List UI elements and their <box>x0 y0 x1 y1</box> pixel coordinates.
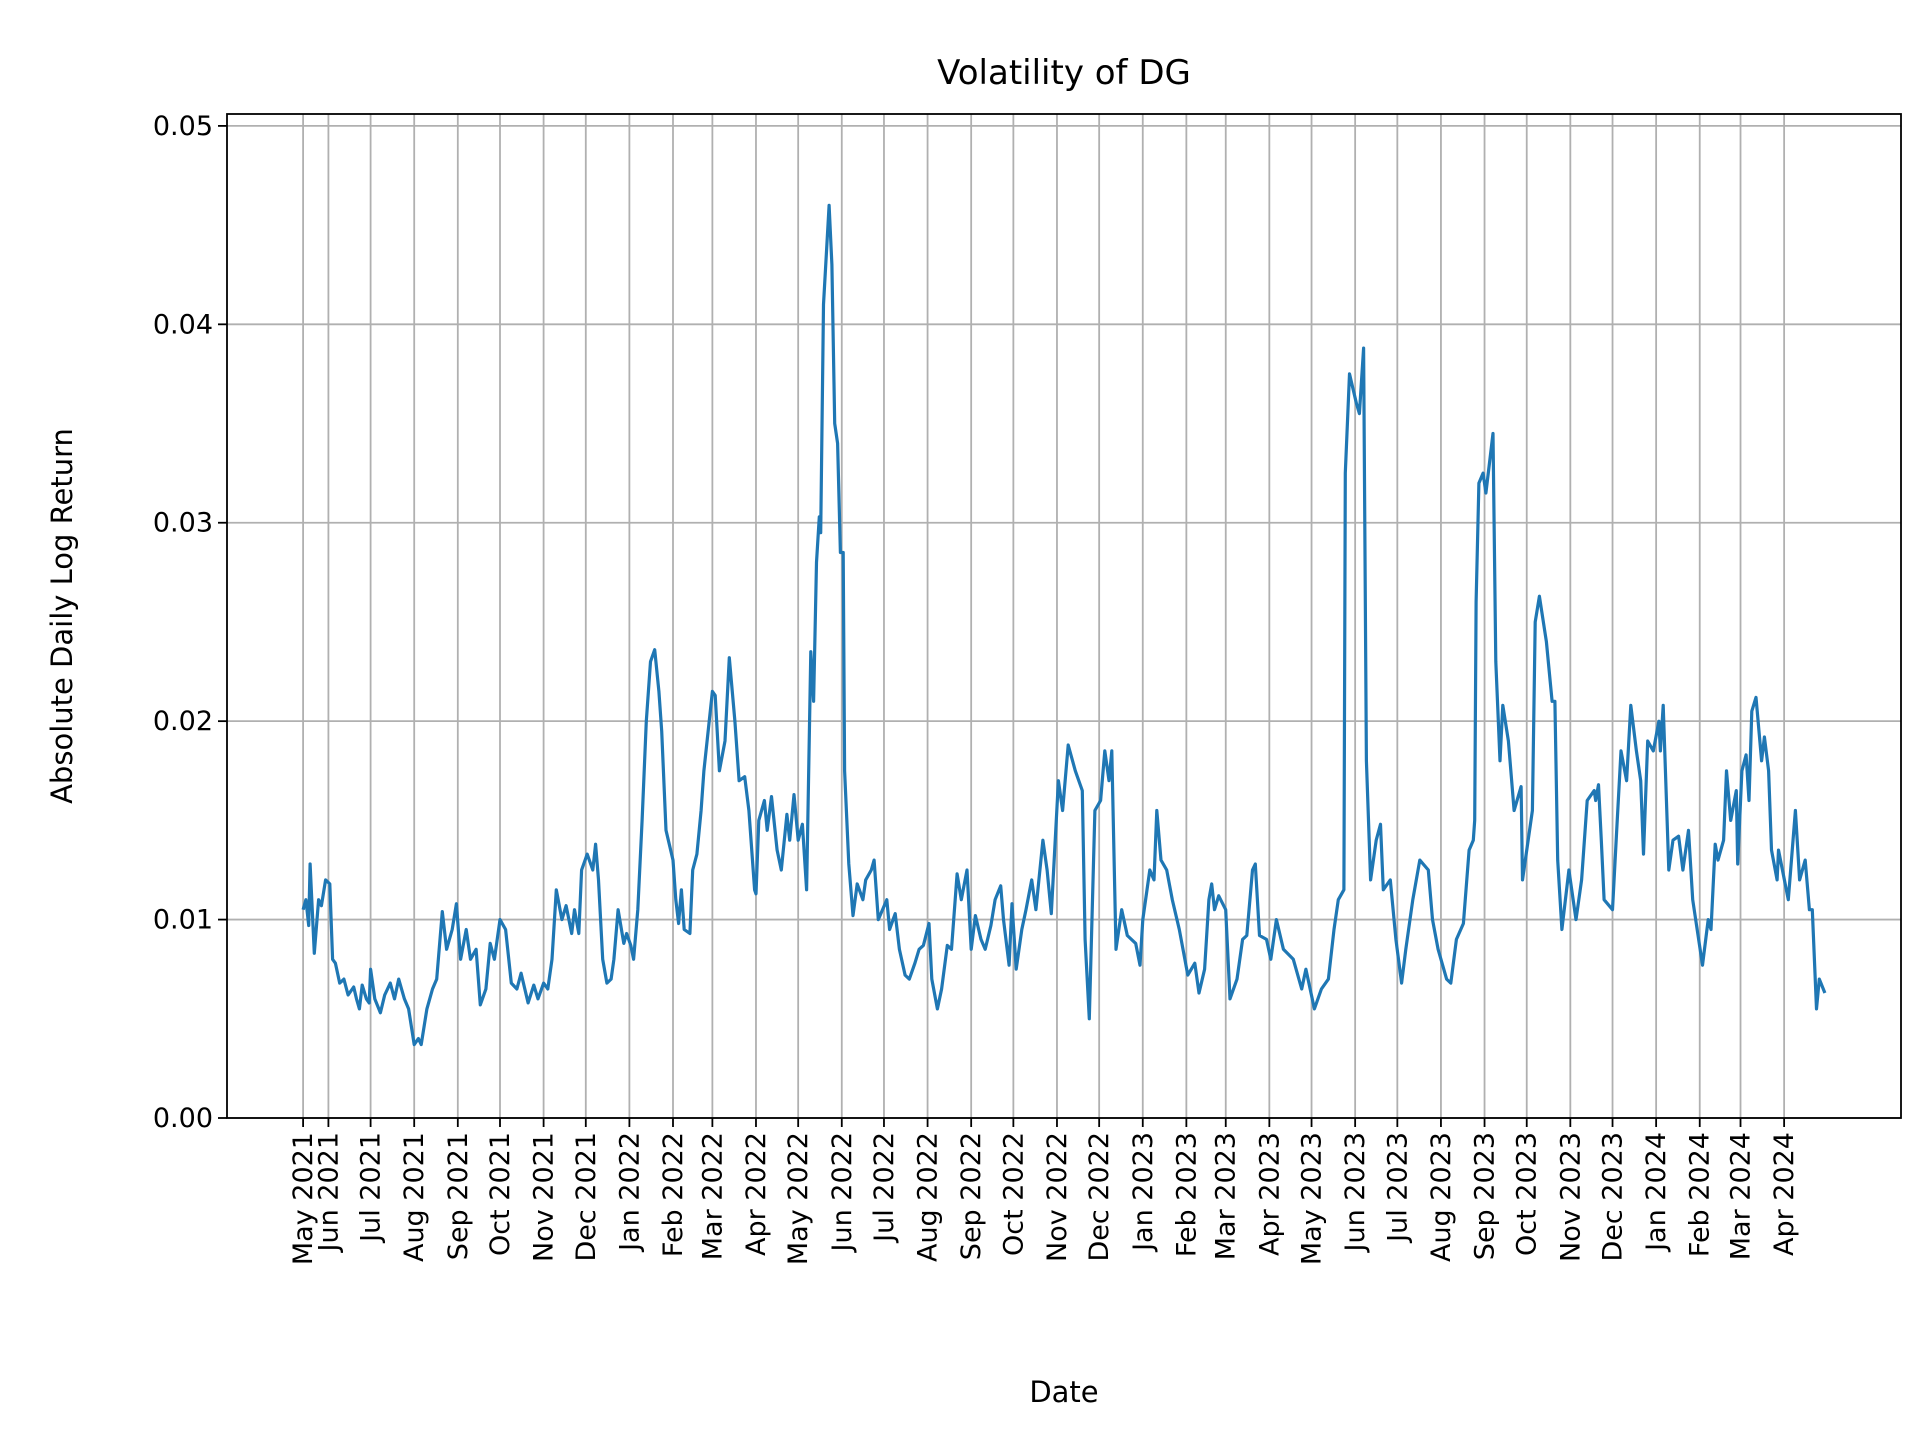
x-tick-label: Mar 2024 <box>1726 1132 1757 1260</box>
chart-title: Volatility of DG <box>937 53 1191 93</box>
x-tick-label: Dec 2021 <box>571 1132 602 1262</box>
y-tick-label: 0.04 <box>153 309 213 340</box>
x-tick-label: Apr 2022 <box>741 1132 772 1256</box>
x-tick-label: Jun 2023 <box>1340 1132 1371 1253</box>
x-tick-label: Oct 2022 <box>998 1132 1029 1256</box>
x-tick-label: Nov 2022 <box>1042 1132 1073 1262</box>
x-tick-label: Dec 2022 <box>1084 1132 1115 1262</box>
y-tick-label: 0.01 <box>153 905 213 936</box>
x-tick-label: Oct 2021 <box>485 1132 516 1256</box>
volatility-line <box>301 203 1827 1047</box>
x-tick-label: Dec 2023 <box>1598 1132 1629 1262</box>
x-tick-label: Feb 2022 <box>658 1132 689 1257</box>
x-tick-label: Aug 2021 <box>399 1132 430 1262</box>
x-axis-label: Date <box>1029 1375 1098 1409</box>
x-tick-label: Oct 2023 <box>1512 1132 1543 1256</box>
x-tick-label: Sep 2022 <box>956 1132 987 1260</box>
x-tick-label: Aug 2022 <box>913 1132 944 1262</box>
y-tick-label: 0.05 <box>153 111 213 142</box>
x-tick-label: Apr 2023 <box>1254 1132 1285 1256</box>
x-tick-label: Jan 2022 <box>614 1132 645 1253</box>
y-tick-label: 0.03 <box>153 508 213 539</box>
x-tick-label: Jun 2021 <box>313 1132 344 1253</box>
x-tick-label: Nov 2021 <box>529 1132 560 1262</box>
x-tick-label: Jan 2024 <box>1641 1132 1672 1253</box>
x-tick-label: Mar 2023 <box>1211 1132 1242 1260</box>
x-tick-label: May 2022 <box>783 1132 814 1265</box>
x-tick-label: Jul 2021 <box>356 1132 387 1244</box>
y-tick-label: 0.00 <box>153 1103 213 1134</box>
x-tick-label: Mar 2022 <box>697 1132 728 1260</box>
axes-frame <box>226 113 1902 1119</box>
x-tick-label: May 2023 <box>1297 1132 1328 1265</box>
x-tick-label: Jan 2023 <box>1128 1132 1159 1253</box>
x-tick-label: Jul 2022 <box>869 1132 900 1244</box>
x-tick-label: Sep 2021 <box>443 1132 474 1260</box>
series-layer <box>301 203 1827 1047</box>
x-tick-label: Jul 2023 <box>1382 1132 1413 1244</box>
x-tick-label: Aug 2023 <box>1426 1132 1457 1262</box>
x-tick-label: Feb 2023 <box>1171 1132 1202 1257</box>
x-tick-label: Nov 2023 <box>1555 1132 1586 1262</box>
y-axis-label: Absolute Daily Log Return <box>45 428 79 804</box>
x-tick-label: May 2021 <box>288 1132 319 1265</box>
grid <box>227 114 1901 1119</box>
y-axis: 0.00 0.01 0.02 0.03 0.04 0.05 <box>153 111 227 1134</box>
x-tick-label: Sep 2023 <box>1470 1132 1501 1260</box>
x-tick-label: Feb 2024 <box>1685 1132 1716 1257</box>
y-tick-label: 0.02 <box>153 706 213 737</box>
x-tick-label: Apr 2024 <box>1769 1132 1800 1256</box>
x-tick-label: Jun 2022 <box>827 1132 858 1253</box>
